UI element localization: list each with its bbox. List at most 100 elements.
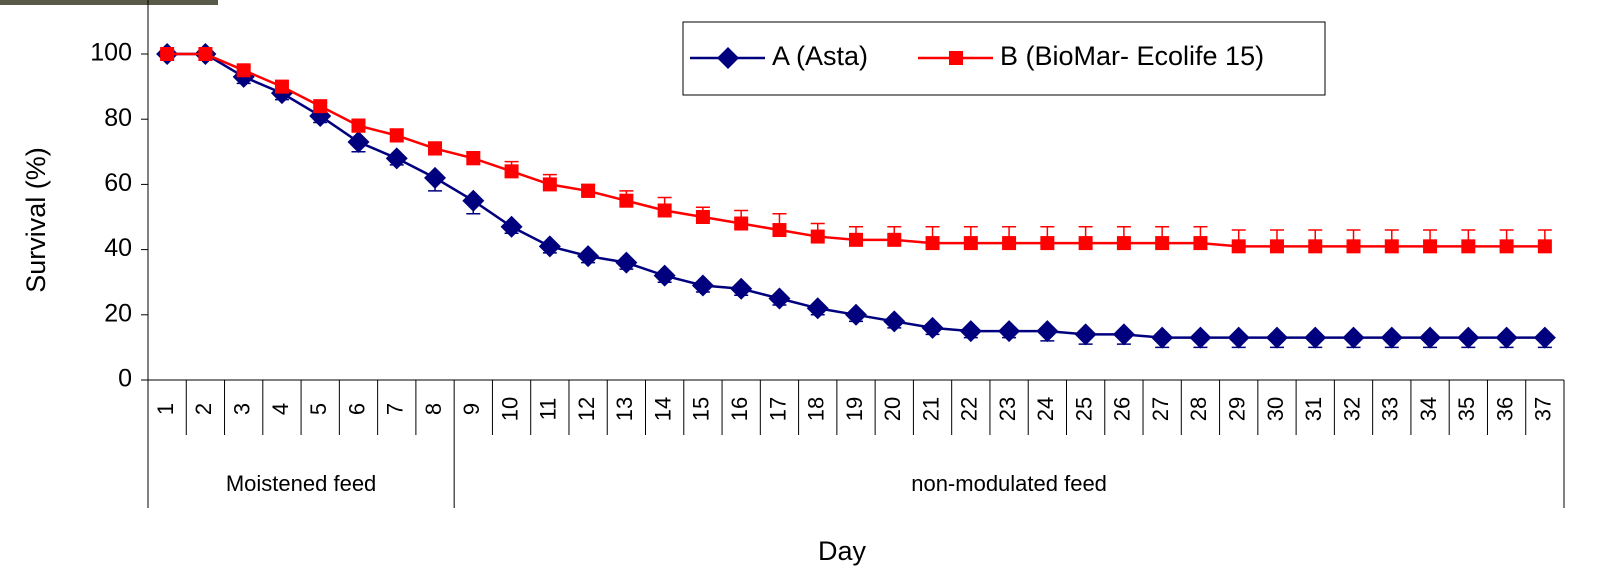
data-point — [734, 216, 749, 231]
x-tick-label: 20 — [880, 397, 905, 421]
data-point — [1155, 236, 1170, 251]
data-point — [615, 251, 638, 274]
data-point — [921, 316, 944, 339]
y-tick-label: 100 — [90, 39, 132, 67]
data-point — [810, 229, 825, 244]
data-point — [462, 189, 485, 212]
x-tick-label: 12 — [574, 397, 599, 421]
data-point — [1495, 326, 1518, 349]
data-point — [1533, 326, 1556, 349]
y-tick-label: 40 — [104, 234, 132, 262]
data-point — [619, 193, 634, 208]
data-point — [806, 297, 829, 320]
group-label: non-modulated feed — [911, 471, 1107, 496]
x-tick-label: 25 — [1071, 397, 1096, 421]
x-tick-label: 18 — [804, 397, 829, 421]
x-tick-label: 8 — [421, 403, 446, 415]
data-point — [385, 147, 408, 170]
data-point — [500, 215, 523, 238]
data-point — [1227, 326, 1250, 349]
x-tick-label: 4 — [268, 403, 293, 415]
x-tick-label: 2 — [191, 403, 216, 415]
data-point — [772, 223, 787, 238]
photo-edge — [0, 0, 218, 5]
x-tick-label: 32 — [1339, 397, 1364, 421]
x-tick-label: 23 — [995, 397, 1020, 421]
data-point — [1116, 236, 1131, 251]
data-point — [1231, 239, 1246, 254]
data-point — [542, 177, 557, 192]
x-tick-label: 22 — [957, 397, 982, 421]
data-point — [768, 287, 791, 310]
x-tick-label: 33 — [1378, 397, 1403, 421]
legend — [682, 21, 1326, 96]
legend-label: B (BioMar- Ecolife 15) — [1000, 41, 1264, 71]
data-point — [424, 166, 447, 189]
x-tick-label: 13 — [612, 397, 637, 421]
series-line — [167, 52, 1545, 339]
data-point — [1193, 236, 1208, 251]
x-tick-label: 16 — [727, 397, 752, 421]
data-point — [1151, 326, 1174, 349]
x-tick-label: 21 — [918, 397, 943, 421]
x-tick-label: 30 — [1263, 397, 1288, 421]
x-axis-label: Day — [818, 536, 867, 566]
data-point — [1002, 236, 1017, 251]
data-point — [845, 303, 867, 326]
data-point — [998, 320, 1021, 343]
data-point — [1423, 239, 1438, 254]
data-point — [466, 151, 481, 166]
legend-marker — [717, 47, 739, 69]
data-point — [925, 236, 940, 251]
data-point — [691, 274, 714, 297]
x-tick-label: 17 — [765, 397, 790, 421]
data-point — [1074, 323, 1097, 346]
x-tick-label: 3 — [229, 403, 254, 415]
x-tick-label: 26 — [1110, 397, 1135, 421]
data-point — [1078, 236, 1093, 251]
x-tick-label: 7 — [383, 403, 408, 415]
x-tick-label: 34 — [1416, 397, 1441, 421]
data-point — [1308, 239, 1323, 254]
data-point — [313, 99, 328, 114]
x-tick-label: 31 — [1301, 397, 1326, 421]
x-tick-label: 10 — [497, 397, 522, 421]
data-point — [581, 183, 596, 198]
x-tick-label: 28 — [1186, 397, 1211, 421]
data-point — [1499, 239, 1514, 254]
x-tick-label: 29 — [1225, 397, 1250, 421]
x-tick-label: 37 — [1531, 397, 1556, 421]
data-point — [1040, 236, 1055, 251]
data-point — [887, 232, 902, 247]
legend-label: A (Asta) — [772, 41, 868, 71]
data-point — [160, 47, 175, 61]
data-point — [1265, 326, 1288, 349]
y-tick-label: 20 — [104, 299, 132, 327]
data-point — [274, 79, 289, 94]
y-tick-label: 60 — [104, 169, 132, 197]
data-point — [1112, 323, 1135, 346]
data-point — [538, 235, 561, 258]
x-tick-label: 24 — [1033, 397, 1058, 421]
data-point — [428, 141, 443, 156]
group-label: Moistened feed — [226, 471, 376, 496]
x-tick-label: 5 — [306, 403, 331, 415]
data-point — [577, 245, 600, 268]
data-point — [198, 47, 213, 61]
y-axis-label: Survival (%) — [21, 147, 51, 293]
data-point — [1342, 326, 1365, 349]
data-point — [1384, 239, 1399, 254]
data-point — [351, 118, 366, 133]
x-tick-label: 6 — [344, 403, 369, 415]
x-tick-label: 1 — [153, 403, 178, 415]
data-point — [1269, 239, 1284, 254]
data-point — [1537, 239, 1552, 254]
data-point — [849, 232, 863, 247]
x-tick-label: 9 — [459, 403, 484, 415]
x-tick-label: 14 — [650, 397, 675, 421]
data-point — [883, 310, 906, 333]
data-point — [730, 277, 753, 300]
x-tick-label: 15 — [689, 397, 714, 421]
data-point — [1304, 326, 1327, 349]
data-point — [963, 236, 978, 251]
